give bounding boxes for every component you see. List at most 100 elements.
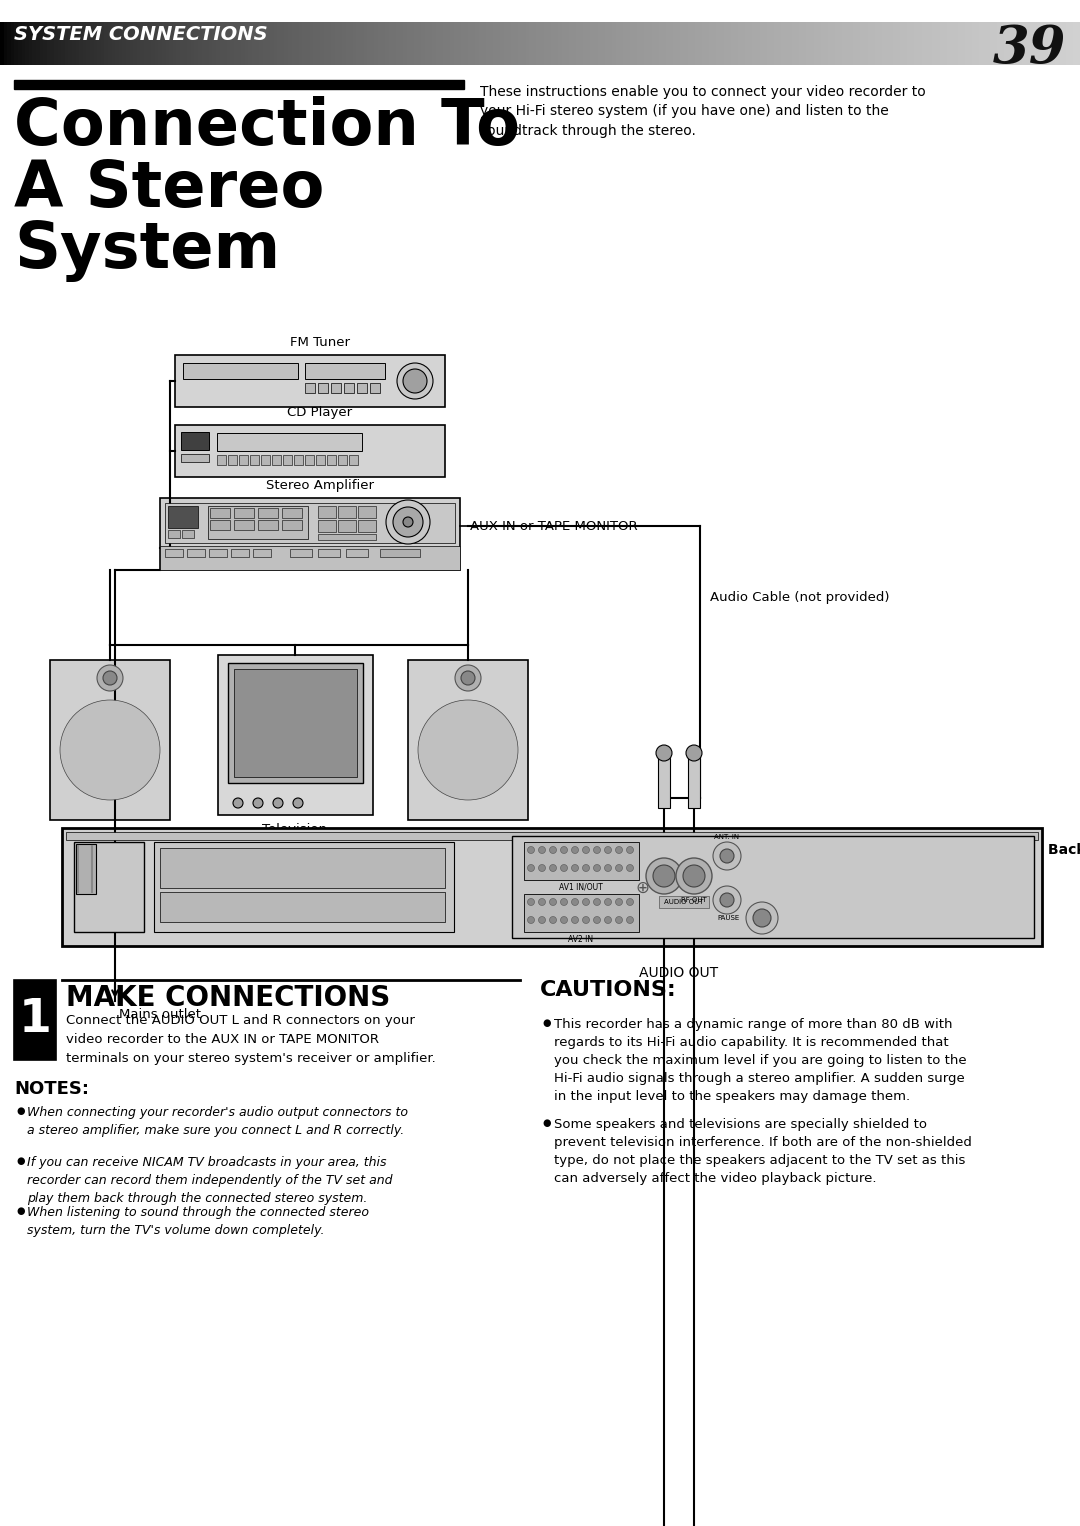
Bar	[79, 21, 83, 66]
Bar	[43, 21, 46, 66]
Bar	[154, 21, 159, 66]
Bar	[245, 21, 248, 66]
Text: AUDIO OUT: AUDIO OUT	[664, 899, 704, 905]
Circle shape	[616, 847, 622, 853]
Bar	[262, 21, 267, 66]
Bar	[583, 21, 586, 66]
Bar	[327, 21, 332, 66]
Bar	[734, 21, 738, 66]
Bar	[335, 21, 338, 66]
Bar	[990, 21, 994, 66]
Bar	[234, 668, 357, 777]
Bar	[25, 21, 29, 66]
Bar	[338, 520, 356, 533]
Bar	[1029, 21, 1034, 66]
Bar	[66, 832, 1038, 839]
Bar	[961, 21, 964, 66]
Bar	[461, 21, 464, 66]
Circle shape	[753, 909, 771, 926]
Text: 1: 1	[18, 998, 52, 1042]
Bar	[338, 21, 342, 66]
Text: RF OUT: RF OUT	[681, 897, 707, 903]
Bar	[283, 455, 292, 465]
Circle shape	[683, 865, 705, 887]
Circle shape	[539, 847, 545, 853]
Circle shape	[561, 899, 567, 905]
Circle shape	[686, 745, 702, 761]
Bar	[288, 21, 292, 66]
Bar	[345, 383, 354, 394]
Circle shape	[527, 917, 535, 923]
Bar	[915, 21, 918, 66]
Text: MAKE CONNECTIONS: MAKE CONNECTIONS	[66, 984, 390, 1012]
Bar	[170, 21, 173, 66]
Circle shape	[386, 501, 430, 543]
Bar	[443, 21, 446, 66]
Bar	[227, 21, 230, 66]
Bar	[483, 21, 486, 66]
Bar	[168, 507, 198, 528]
Circle shape	[60, 700, 160, 800]
Bar	[1012, 21, 1015, 66]
Bar	[515, 21, 518, 66]
Bar	[68, 21, 72, 66]
Bar	[1058, 21, 1062, 66]
Bar	[367, 21, 370, 66]
Bar	[554, 21, 558, 66]
Bar	[57, 21, 62, 66]
Bar	[76, 844, 96, 894]
Bar	[313, 21, 316, 66]
Bar	[11, 21, 14, 66]
Bar	[770, 21, 774, 66]
Circle shape	[539, 865, 545, 871]
Bar	[983, 21, 986, 66]
Bar	[1034, 21, 1037, 66]
Bar	[278, 21, 281, 66]
Circle shape	[582, 865, 590, 871]
Bar	[299, 21, 302, 66]
Bar	[713, 21, 716, 66]
Bar	[958, 21, 961, 66]
Bar	[180, 21, 184, 66]
Bar	[1015, 21, 1018, 66]
Bar	[846, 21, 850, 66]
Bar	[144, 21, 148, 66]
Bar	[18, 21, 22, 66]
Text: ●: ●	[542, 1018, 551, 1029]
Bar	[50, 661, 170, 819]
Bar	[785, 21, 788, 66]
Bar	[137, 21, 140, 66]
Bar	[14, 980, 56, 1061]
Bar	[184, 21, 187, 66]
Bar	[284, 21, 288, 66]
Bar	[400, 21, 403, 66]
Bar	[181, 432, 210, 450]
Bar	[175, 356, 445, 407]
Bar	[198, 21, 202, 66]
Bar	[160, 893, 445, 922]
Circle shape	[571, 899, 579, 905]
Circle shape	[582, 917, 590, 923]
Bar	[705, 21, 710, 66]
Bar	[396, 21, 400, 66]
Bar	[551, 21, 554, 66]
Circle shape	[676, 858, 712, 894]
Text: This recorder has a dynamic range of more than 80 dB with
regards to its Hi-Fi a: This recorder has a dynamic range of mor…	[554, 1018, 967, 1103]
Bar	[429, 21, 432, 66]
Circle shape	[720, 893, 734, 906]
Bar	[850, 21, 853, 66]
Bar	[97, 21, 100, 66]
Bar	[160, 497, 460, 571]
Bar	[1072, 21, 1077, 66]
Bar	[608, 21, 612, 66]
Bar	[788, 21, 792, 66]
Bar	[932, 21, 936, 66]
Bar	[94, 21, 97, 66]
Circle shape	[594, 899, 600, 905]
Bar	[380, 549, 420, 557]
Bar	[889, 21, 893, 66]
Circle shape	[594, 917, 600, 923]
Bar	[1069, 21, 1072, 66]
Bar	[239, 455, 248, 465]
Bar	[356, 21, 360, 66]
